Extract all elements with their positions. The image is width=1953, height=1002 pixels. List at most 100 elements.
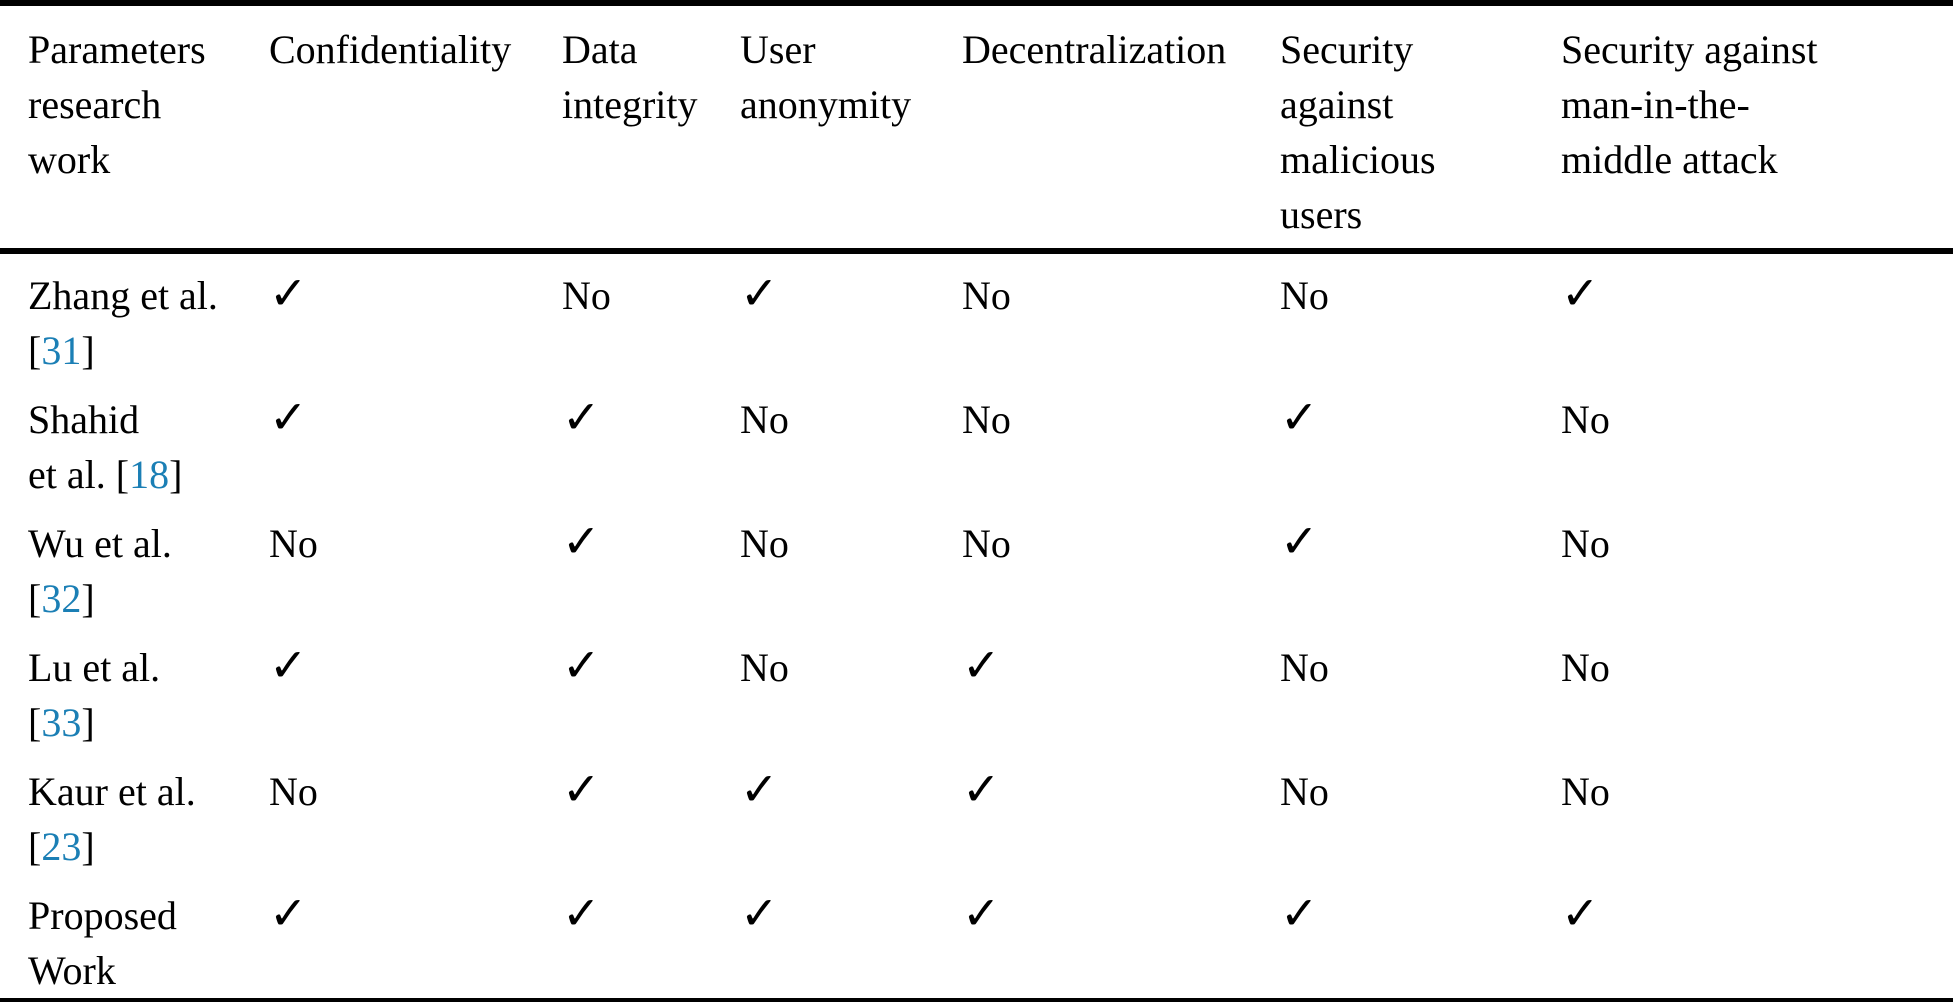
cell-value-no: No bbox=[562, 273, 611, 318]
row-label: Proposed Work bbox=[0, 874, 269, 1002]
cell-value-check: ✓ bbox=[269, 390, 308, 444]
citation-link[interactable]: 31 bbox=[41, 328, 82, 373]
cell-value-check: ✓ bbox=[962, 762, 1001, 816]
table-row: Proposed Work ✓ ✓ ✓ ✓ ✓ ✓ bbox=[0, 874, 1953, 1002]
row-label-text: et al. [ bbox=[28, 452, 130, 497]
cell-value-check: ✓ bbox=[269, 638, 308, 692]
cell-value-no: No bbox=[962, 397, 1011, 442]
header-row: Parameters research work Confidentiality Dat… bbox=[0, 3, 1953, 254]
cell-value-no: No bbox=[962, 521, 1011, 566]
table-header: Parameters research work Confidentiality Dat… bbox=[0, 3, 1953, 254]
column-header-user-anonymity: User anonymity bbox=[740, 3, 962, 254]
table-row: Shahid et al. [18] ✓ ✓ No No ✓ No bbox=[0, 378, 1953, 502]
column-header-line: Security against bbox=[1561, 27, 1818, 72]
table-row: Lu et al. [33] ✓ ✓ No ✓ No No bbox=[0, 626, 1953, 750]
column-header-line: against bbox=[1280, 82, 1394, 127]
cell-value-check: ✓ bbox=[1280, 514, 1319, 568]
cell-value-check: ✓ bbox=[740, 762, 779, 816]
citation-link[interactable]: 18 bbox=[129, 452, 170, 497]
column-header-line: work bbox=[28, 137, 111, 182]
column-header-confidentiality: Confidentiality bbox=[269, 3, 562, 254]
column-header-security-against-malicious-users: Security against malicious users bbox=[1280, 3, 1561, 254]
cell-value-check: ✓ bbox=[562, 886, 601, 940]
column-header-line: integrity bbox=[562, 82, 698, 127]
row-label-text: ] bbox=[169, 452, 183, 497]
row-label-text: ] bbox=[81, 328, 95, 373]
cell-value-no: No bbox=[962, 273, 1011, 318]
row-label: Kaur et al. [23] bbox=[0, 750, 269, 874]
cell-value-no: No bbox=[1561, 521, 1610, 566]
cell-value-check: ✓ bbox=[269, 266, 308, 320]
table-body: Zhang et al. [31] ✓ No ✓ No No ✓ Shahid et al. [1… bbox=[0, 251, 1953, 1002]
row-label-line: Lu et al. bbox=[28, 640, 269, 695]
row-label-text: [ bbox=[28, 576, 42, 621]
row-label-text: Shahid bbox=[28, 397, 140, 442]
cell-value-check: ✓ bbox=[740, 886, 779, 940]
row-label-line: [33] bbox=[28, 695, 269, 750]
column-header-line: Data bbox=[562, 27, 638, 72]
row-label-text: ] bbox=[81, 824, 95, 869]
row-label-text: ] bbox=[81, 700, 95, 745]
row-label: Zhang et al. [31] bbox=[0, 251, 269, 378]
cell-value-no: No bbox=[1561, 645, 1610, 690]
cell-value-no: No bbox=[269, 769, 318, 814]
citation-link[interactable]: 23 bbox=[41, 824, 82, 869]
citation-link[interactable]: 32 bbox=[41, 576, 82, 621]
column-header-line: Confidentiality bbox=[269, 27, 512, 72]
column-header-security-against-man-in-the-middle-attack: Security against man-in-the-middle attack bbox=[1561, 3, 1953, 254]
column-header-line: Decentralization bbox=[962, 27, 1227, 72]
citation-link[interactable]: 33 bbox=[41, 700, 82, 745]
row-label-text: ] bbox=[81, 576, 95, 621]
cell-value-no: No bbox=[1280, 645, 1329, 690]
cell-value-no: No bbox=[1280, 273, 1329, 318]
row-label-text: Kaur et al. bbox=[28, 769, 196, 814]
column-header-line: research bbox=[28, 82, 162, 127]
row-label: Wu et al. [32] bbox=[0, 502, 269, 626]
cell-value-no: No bbox=[1280, 769, 1329, 814]
cell-value-check: ✓ bbox=[1280, 886, 1319, 940]
column-header-line: users bbox=[1280, 192, 1363, 237]
cell-value-no: No bbox=[740, 645, 789, 690]
table-row: Wu et al. [32] No ✓ No No ✓ No bbox=[0, 502, 1953, 626]
row-label-line: Proposed bbox=[28, 888, 269, 943]
cell-value-check: ✓ bbox=[740, 266, 779, 320]
column-header-data-integrity: Data integrity bbox=[562, 3, 740, 254]
row-label-text: Work bbox=[28, 948, 116, 993]
cell-value-no: No bbox=[740, 397, 789, 442]
cell-value-check: ✓ bbox=[269, 886, 308, 940]
row-label-line: Kaur et al. bbox=[28, 764, 269, 819]
row-label-text: Lu et al. bbox=[28, 645, 161, 690]
row-label-line: [32] bbox=[28, 571, 269, 626]
table-row: Zhang et al. [31] ✓ No ✓ No No ✓ bbox=[0, 251, 1953, 378]
column-header-parameters-research-work: Parameters research work bbox=[0, 3, 269, 254]
cell-value-check: ✓ bbox=[562, 390, 601, 444]
row-label: Lu et al. [33] bbox=[0, 626, 269, 750]
row-label-text: Zhang et al. bbox=[28, 273, 218, 318]
cell-value-no: No bbox=[1561, 397, 1610, 442]
cell-value-check: ✓ bbox=[962, 886, 1001, 940]
row-label-text: [ bbox=[28, 700, 42, 745]
cell-value-check: ✓ bbox=[562, 638, 601, 692]
row-label-text: [ bbox=[28, 824, 42, 869]
cell-value-check: ✓ bbox=[962, 638, 1001, 692]
column-header-line: Parameters bbox=[28, 27, 206, 72]
cell-value-no: No bbox=[269, 521, 318, 566]
column-header-line: User bbox=[740, 27, 816, 72]
row-label-text: Wu et al. bbox=[28, 521, 172, 566]
column-header-line: malicious bbox=[1280, 137, 1436, 182]
row-label-line: [23] bbox=[28, 819, 269, 874]
row-label-text: Proposed bbox=[28, 893, 177, 938]
row-label-line: et al. [18] bbox=[28, 447, 269, 502]
column-header-decentralization: Decentralization bbox=[962, 3, 1280, 254]
row-label: Shahid et al. [18] bbox=[0, 378, 269, 502]
row-label-text: [ bbox=[28, 328, 42, 373]
cell-value-no: No bbox=[1561, 769, 1610, 814]
row-label-line: [31] bbox=[28, 323, 269, 378]
cell-value-check: ✓ bbox=[1280, 390, 1319, 444]
column-header-line: middle attack bbox=[1561, 137, 1778, 182]
row-label-line: Shahid bbox=[28, 392, 269, 447]
cell-value-check: ✓ bbox=[562, 514, 601, 568]
column-header-line: man-in-the- bbox=[1561, 82, 1750, 127]
table-row: Kaur et al. [23] No ✓ ✓ ✓ No No bbox=[0, 750, 1953, 874]
